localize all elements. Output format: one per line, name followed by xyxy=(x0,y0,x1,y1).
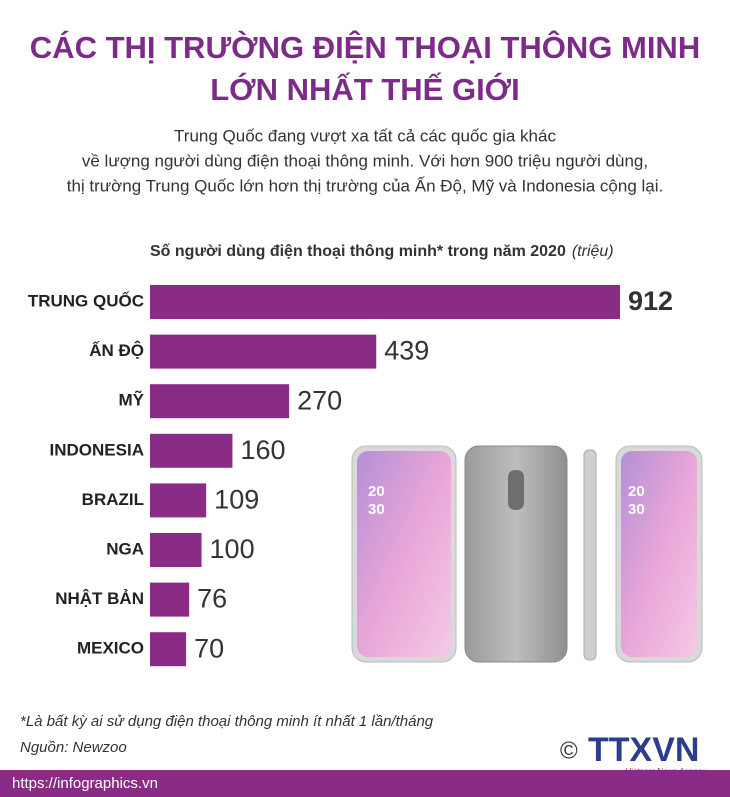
value-label: 160 xyxy=(240,435,285,465)
phone-time: 20 xyxy=(628,483,645,500)
footer-bar xyxy=(0,770,730,797)
category-label: MEXICO xyxy=(77,639,144,658)
phone-time: 30 xyxy=(628,501,645,518)
bar xyxy=(150,533,202,567)
phone-time: 30 xyxy=(368,501,385,518)
bar xyxy=(150,334,377,369)
value-label: 912 xyxy=(628,286,673,316)
title-line: LỚN NHẤT THẾ GIỚI xyxy=(210,71,520,107)
phone-back xyxy=(464,445,568,663)
bar xyxy=(150,582,190,617)
axis-title: Số người dùng điện thoại thông minh* tro… xyxy=(150,243,614,260)
phone-screen xyxy=(621,451,697,657)
category-label: TRUNG QUỐC xyxy=(28,290,144,310)
title-line: CÁC THỊ TRƯỜNG ĐIỆN THOẠI THÔNG MINH xyxy=(30,29,700,65)
footnote: *Là bất kỳ ai sử dụng điện thoại thông m… xyxy=(20,713,434,730)
value-label: 100 xyxy=(210,534,255,564)
axis-title-text: Số người dùng điện thoại thông minh* tro… xyxy=(150,243,566,260)
phone-time: 20 xyxy=(368,483,385,500)
subtitle-line: thị trường Trung Quốc lớn hơn thị trường… xyxy=(67,176,664,195)
phones: 20 30 20 30 xyxy=(351,445,703,663)
bar xyxy=(150,285,620,319)
source: Nguồn: Newzoo xyxy=(20,739,127,756)
bar xyxy=(150,384,290,419)
copyright: © xyxy=(560,737,578,764)
axis-unit: (triệu) xyxy=(572,243,614,260)
category-label: NGA xyxy=(106,539,144,558)
category-label: BRAZIL xyxy=(82,490,144,509)
bar xyxy=(150,632,187,667)
subtitle-line: về lượng người dùng điện thoại thông min… xyxy=(82,151,648,170)
category-label: ẤN ĐỘ xyxy=(89,341,144,360)
category-label: NHẬT BẢN xyxy=(55,589,144,608)
camera xyxy=(508,470,524,510)
bar xyxy=(150,433,233,468)
subtitle-line: Trung Quốc đang vượt xa tất cả các quốc … xyxy=(174,126,556,145)
value-label: 439 xyxy=(384,336,429,366)
value-label: 70 xyxy=(194,633,224,663)
bar xyxy=(150,483,207,518)
phone-side xyxy=(583,449,597,661)
value-label: 270 xyxy=(297,385,342,415)
logo: TTXVN xyxy=(588,731,699,769)
value-label: 76 xyxy=(197,584,227,614)
phone-screen xyxy=(357,451,451,657)
value-label: 109 xyxy=(214,485,259,515)
category-label: INDONESIA xyxy=(50,440,144,459)
url: https://infographics.vn xyxy=(12,775,158,792)
category-label: MỸ xyxy=(119,390,145,410)
